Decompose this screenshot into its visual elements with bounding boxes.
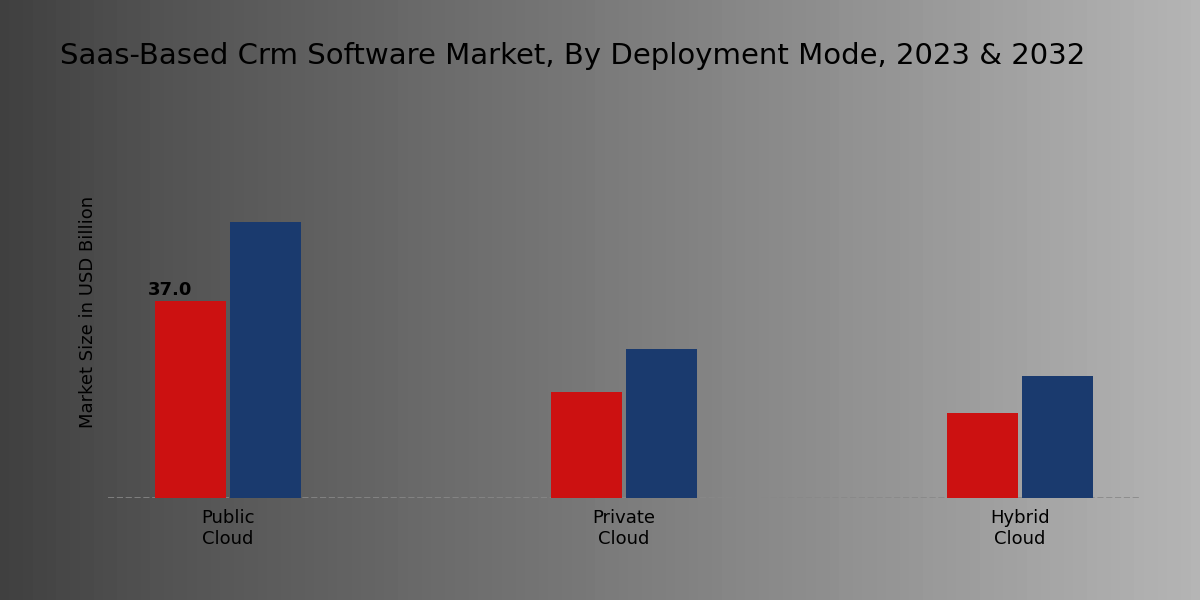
Bar bbox=[551, 392, 622, 498]
Bar bbox=[626, 349, 697, 498]
Text: 37.0: 37.0 bbox=[148, 281, 192, 299]
Y-axis label: Market Size in USD Billion: Market Size in USD Billion bbox=[79, 196, 97, 428]
Bar bbox=[230, 221, 301, 498]
Bar bbox=[947, 413, 1018, 498]
Text: Saas-Based Crm Software Market, By Deployment Mode, 2023 & 2032: Saas-Based Crm Software Market, By Deplo… bbox=[60, 42, 1085, 70]
Bar bbox=[1022, 376, 1093, 498]
Legend: 2023, 2032: 2023, 2032 bbox=[763, 0, 996, 5]
Bar bbox=[155, 301, 226, 498]
